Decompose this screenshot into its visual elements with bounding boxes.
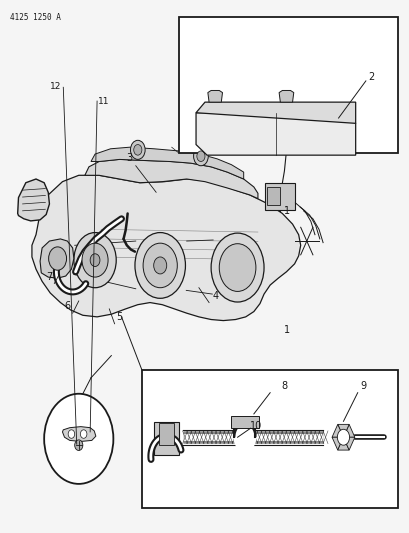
Circle shape — [82, 243, 108, 277]
Circle shape — [193, 147, 208, 166]
Text: 2: 2 — [367, 71, 373, 82]
Circle shape — [74, 440, 83, 450]
Polygon shape — [331, 437, 343, 450]
Circle shape — [153, 257, 166, 274]
Text: 3: 3 — [126, 153, 133, 163]
Text: 6: 6 — [64, 301, 70, 311]
Polygon shape — [207, 91, 222, 102]
Text: 5: 5 — [116, 312, 122, 322]
Polygon shape — [279, 91, 293, 102]
Circle shape — [130, 140, 145, 159]
Circle shape — [49, 247, 66, 270]
Circle shape — [211, 233, 263, 302]
Polygon shape — [32, 175, 300, 320]
Polygon shape — [337, 424, 348, 437]
Polygon shape — [85, 159, 257, 199]
Polygon shape — [196, 113, 355, 155]
Circle shape — [90, 254, 100, 266]
Text: 8: 8 — [281, 381, 287, 391]
Polygon shape — [91, 147, 243, 179]
Polygon shape — [343, 437, 354, 450]
FancyBboxPatch shape — [154, 422, 178, 455]
Text: 12: 12 — [50, 82, 61, 91]
Text: 11: 11 — [98, 96, 110, 106]
Text: 4: 4 — [211, 290, 218, 301]
Text: 9: 9 — [359, 381, 365, 391]
Circle shape — [74, 232, 116, 288]
Text: 4125 1250 A: 4125 1250 A — [9, 13, 60, 22]
Circle shape — [233, 422, 256, 452]
Circle shape — [68, 430, 74, 438]
Circle shape — [44, 394, 113, 484]
Circle shape — [219, 244, 255, 292]
Bar — [142, 370, 398, 508]
Polygon shape — [196, 102, 355, 123]
Polygon shape — [62, 426, 96, 441]
Polygon shape — [40, 239, 74, 278]
Text: 1: 1 — [283, 325, 290, 335]
Circle shape — [80, 430, 87, 438]
Polygon shape — [343, 424, 354, 437]
FancyBboxPatch shape — [231, 416, 258, 427]
Circle shape — [196, 151, 204, 161]
Polygon shape — [331, 424, 343, 437]
FancyBboxPatch shape — [265, 183, 294, 211]
Text: 1: 1 — [284, 206, 290, 216]
Text: 10: 10 — [249, 421, 261, 431]
Polygon shape — [337, 437, 348, 450]
Circle shape — [133, 144, 142, 155]
Circle shape — [143, 243, 177, 288]
Polygon shape — [18, 179, 49, 221]
Text: 7: 7 — [46, 272, 52, 282]
Circle shape — [135, 232, 185, 298]
Circle shape — [337, 429, 349, 445]
FancyBboxPatch shape — [158, 423, 174, 445]
FancyBboxPatch shape — [267, 187, 280, 205]
Bar — [178, 17, 398, 152]
